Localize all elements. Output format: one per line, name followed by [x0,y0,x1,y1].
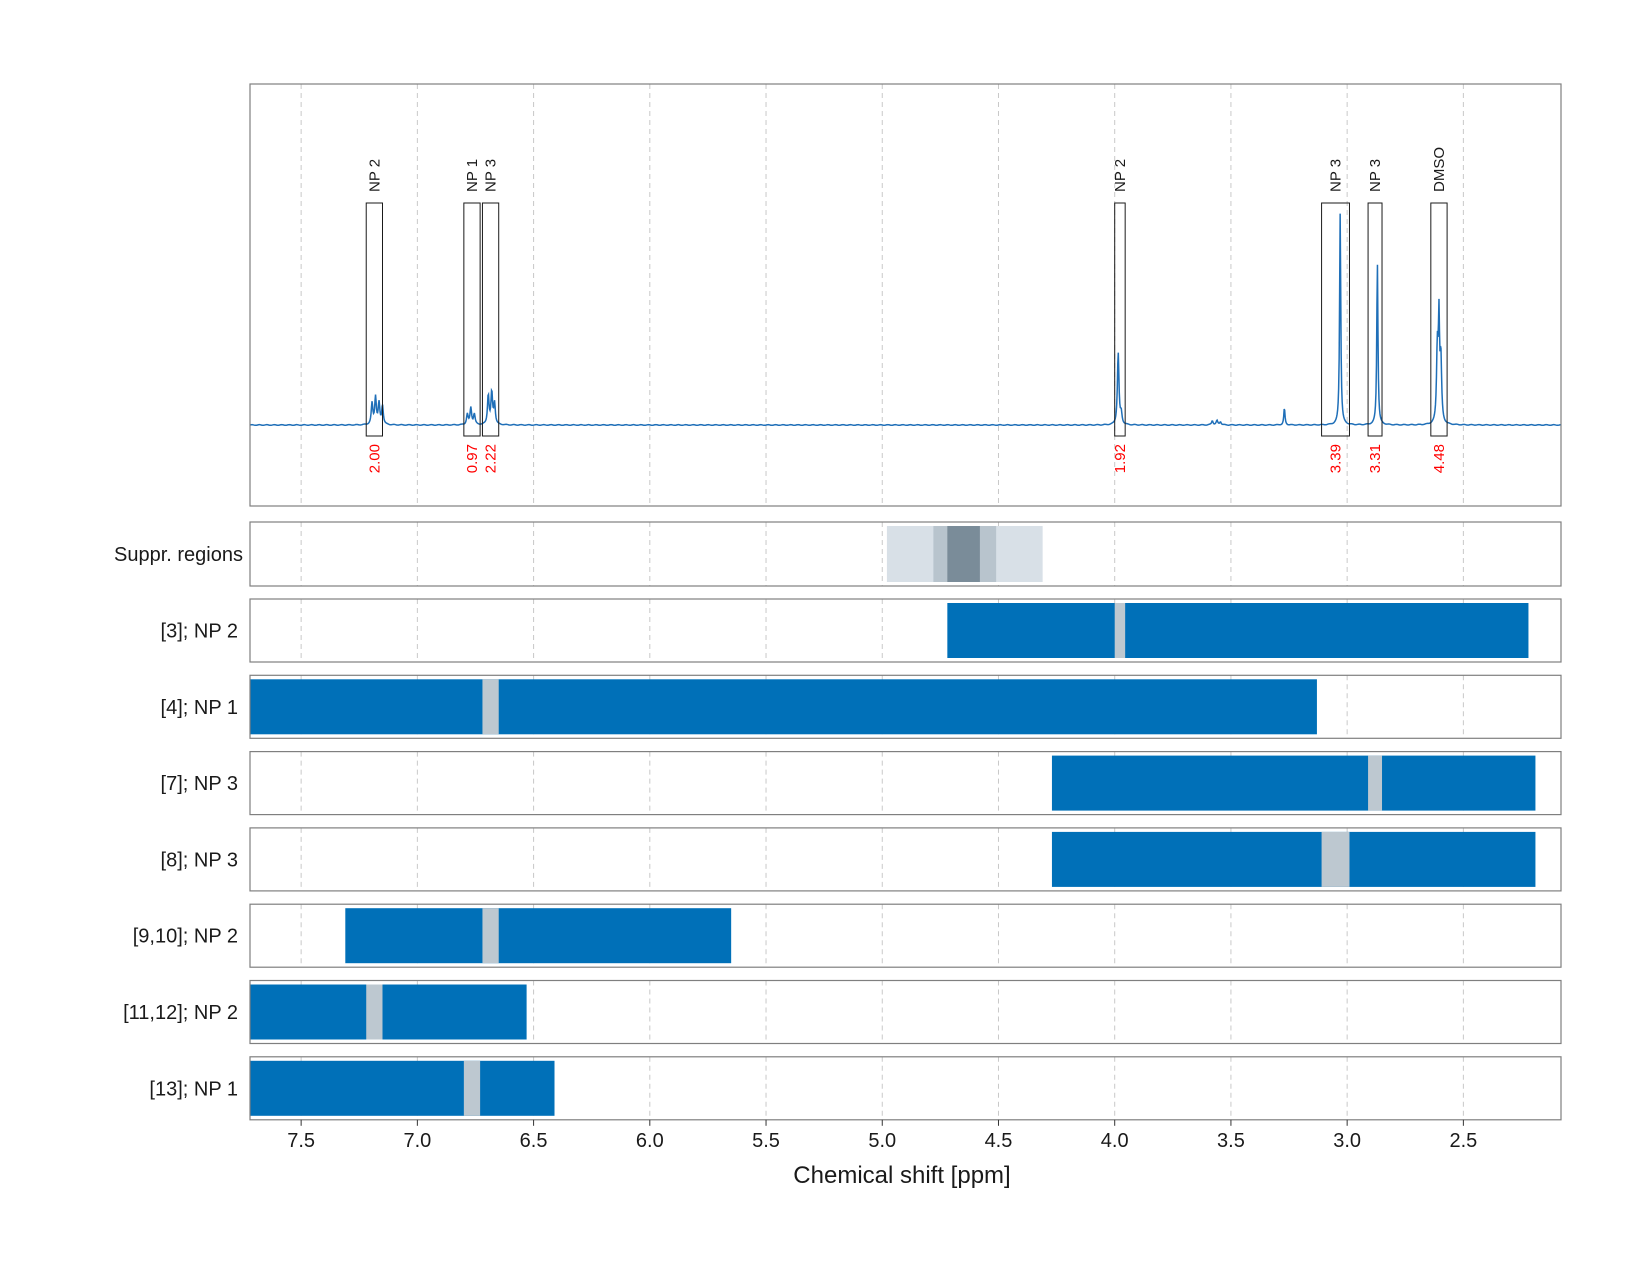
fit-row-frame [249,903,1562,968]
fit-row-frame [249,750,1562,816]
fit-row: [3]; NP 2 [161,598,1562,663]
suppression-regions-panel: Suppr. regions [114,521,1562,587]
fit-gap [1368,755,1383,811]
x-tick-label: 3.5 [1217,1130,1245,1152]
fit-row-label: [11,12]; NP 2 [123,1002,238,1024]
fit-row-label: [8]; NP 3 [161,849,238,871]
peak-annotation-label: NP 1 [464,159,481,192]
fit-bar [345,908,732,964]
fit-bar [250,1060,555,1116]
x-tick-label: 7.0 [403,1130,431,1152]
fit-bar [250,984,527,1040]
peak-annotation-label: NP 3 [1367,159,1384,192]
fit-row: [4]; NP 1 [161,674,1562,739]
x-tick-label: 7.5 [287,1130,315,1152]
peak-annotation-box [1430,202,1448,437]
suppression-row-label: Suppr. regions [114,544,243,566]
fit-row: [8]; NP 3 [161,827,1562,892]
fit-gap [1321,831,1350,887]
fit-gap [463,1060,481,1116]
fit-bar [1051,831,1536,887]
fit-gap [482,679,499,735]
x-tick-label: 5.5 [752,1130,780,1152]
peak-integral-label: 4.48 [1431,444,1448,473]
fit-row-label: [3]; NP 2 [161,621,238,643]
fit-row: [13]; NP 1 [149,1056,1562,1121]
suppression-band [947,526,980,582]
x-tick-label: 6.0 [636,1130,664,1152]
fit-bar [1051,755,1536,811]
x-tick-label: 5.0 [868,1130,896,1152]
fit-gap [1114,603,1126,658]
fit-row: [11,12]; NP 2 [123,979,1562,1045]
spectrum-frame [249,83,1562,507]
fit-row-frame [249,1056,1562,1121]
fit-row-frame [249,979,1562,1045]
x-tick-label: 4.0 [1101,1130,1129,1152]
peak-annotation-label: NP 3 [1328,159,1345,192]
peak-integral-label: 1.92 [1112,444,1129,473]
x-tick-label: 6.5 [520,1130,548,1152]
fit-row-label: [4]; NP 1 [161,697,238,719]
peak-annotation-label: DMSO [1431,147,1448,192]
fit-bar [250,679,1317,735]
fit-row-label: [7]; NP 3 [161,773,238,795]
peak-integral-label: 3.39 [1328,444,1345,473]
fit-row: [9,10]; NP 2 [133,903,1562,968]
peak-annotation-box [1367,202,1383,437]
fit-row-frame [249,598,1562,663]
fit-gap [366,984,383,1040]
fit-row-frame [249,674,1562,739]
peak-integral-label: 2.00 [366,444,383,473]
peak-integral-label: 0.97 [464,444,481,473]
peak-integral-label: 3.31 [1367,444,1384,473]
fit-row: [7]; NP 3 [161,750,1562,816]
fit-row-label: [13]; NP 1 [149,1078,238,1100]
fit-bar [947,603,1529,658]
peak-annotation-box [463,202,481,437]
x-tick-label: 2.5 [1449,1130,1477,1152]
peak-annotation-label: NP 2 [1112,159,1129,192]
peak-integral-label: 2.22 [483,444,500,473]
suppression-frame [249,521,1562,587]
fit-row-label: [9,10]; NP 2 [133,926,238,948]
peak-annotation-box [365,202,383,437]
x-axis: 7.5 7.0 6.5 6.0 5.5 5.0 4.5 4.0 3.5 3.0 2.5 [287,1119,1477,1152]
fit-gap [482,908,499,964]
x-tick-label: 3.0 [1333,1130,1361,1152]
spectrum-panel: NP 2 2.00 NP 1 0.97 NP 3 2.22 NP 2 1.92 NP 3 3.39… [249,83,1562,507]
fit-rows-panel: [3]; NP 2 [4]; NP 1 [7]; NP 3 [8]; NP 3 [9,1… [123,598,1562,1121]
spectrum-trace [249,213,1562,427]
x-axis-title: Chemical shift [ppm] [793,1162,1010,1189]
peak-annotation-box [1321,202,1350,437]
fit-row-frame [249,827,1562,892]
peak-annotation-label: NP 2 [366,159,383,192]
peak-annotation-box [1114,202,1126,437]
x-tick-label: 4.5 [985,1130,1013,1152]
peak-annotation-box [481,202,500,437]
peak-annotation-label: NP 3 [483,159,500,192]
